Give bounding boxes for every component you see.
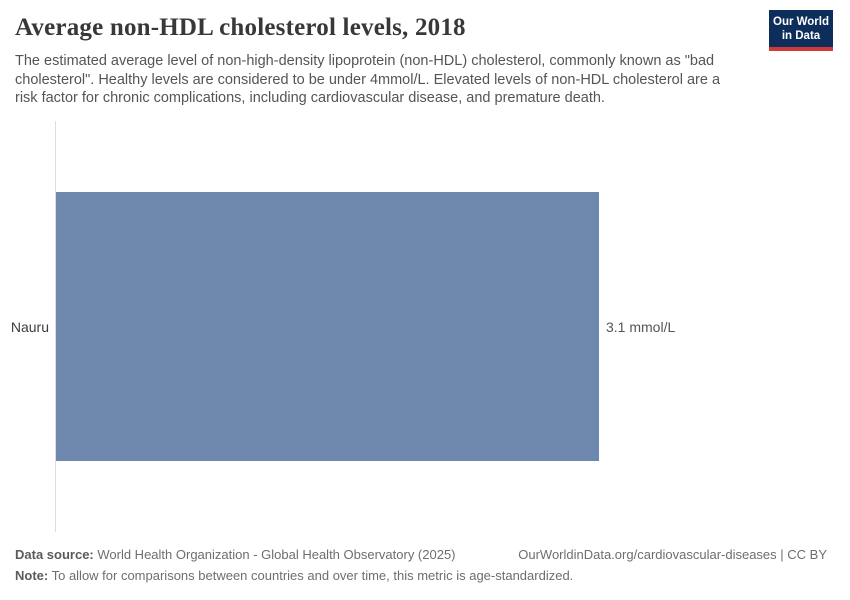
value-label-nauru: 3.1 mmol/L [606,319,676,335]
owid-logo-text-line1: Our World [773,16,830,28]
footer-note-label: Note: [15,568,49,583]
footer-note: Note: To allow for comparisons between c… [15,568,573,583]
owid-logo-text-line2: in Data [781,30,821,42]
footer-url[interactable]: OurWorldinData.org/cardiovascular-diseas… [518,547,827,562]
chart-title: Average non-HDL cholesterol levels, 2018 [15,14,466,41]
footer-note-text: To allow for comparisons between countri… [48,568,574,583]
footer-datasource: Data source: World Health Organization -… [15,547,456,562]
nauru-bar[interactable] [56,192,599,461]
owid-logo[interactable]: Our World in Data [769,10,833,51]
footer-datasource-text: World Health Organization - Global Healt… [93,547,456,562]
chart-subtitle: The estimated average level of non-high-… [15,53,721,106]
y-axis-line [55,121,56,532]
footer-datasource-label: Data source: [15,547,94,562]
entity-label-nauru: Nauru [10,319,49,335]
